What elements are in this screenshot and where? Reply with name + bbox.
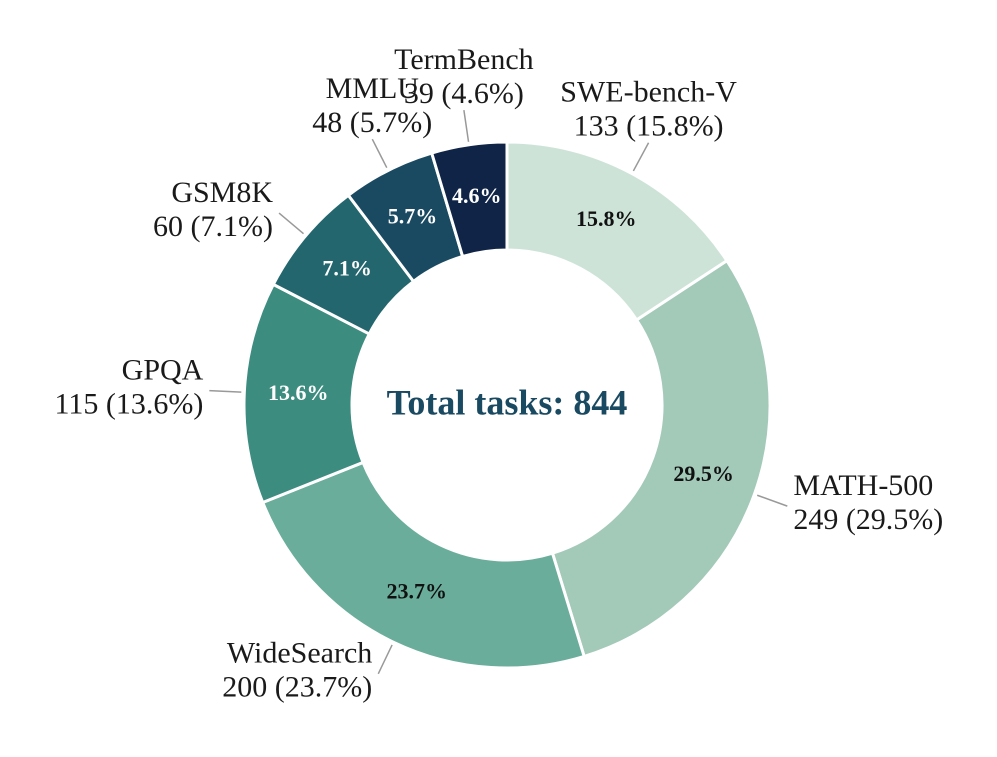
slice-percent-label: 4.6% [452,183,502,208]
value-label: 115 (13.6%) [54,387,203,420]
value-label: 249 (29.5%) [793,503,943,536]
slice-percent-label: 15.8% [576,206,637,231]
slice-percent-label: 13.6% [268,380,329,405]
leader-line [209,389,242,393]
slice-percent-label: 29.5% [673,461,734,486]
value-label: 48 (5.7%) [312,106,432,139]
slice-percent-label: 7.1% [322,255,372,280]
category-label: SWE-bench-V [560,76,737,109]
category-label: WideSearch [227,637,372,670]
slice-percent-label: 5.7% [388,204,438,229]
value-label: 133 (15.8%) [574,110,724,143]
leader-line [756,494,788,507]
slice-percent-label: 23.7% [386,579,447,604]
leader-line [632,142,650,172]
category-label: GSM8K [171,176,273,209]
value-label: 60 (7.1%) [153,210,273,243]
leader-line [463,110,470,142]
leader-line [278,212,304,235]
donut-slice [260,460,587,670]
donut-slice [550,258,772,659]
category-label: GPQA [122,353,204,386]
value-label: 200 (23.7%) [222,671,372,704]
leader-line [377,644,393,675]
donut-slice [505,140,729,323]
value-label: 39 (4.6%) [404,77,524,110]
donut-slice [429,140,509,259]
center-label: Total tasks: 844 [387,382,628,422]
category-label: TermBench [394,43,534,76]
category-label: MMLU [326,72,420,105]
category-label: MATH-500 [793,469,933,502]
leader-line [371,138,388,169]
